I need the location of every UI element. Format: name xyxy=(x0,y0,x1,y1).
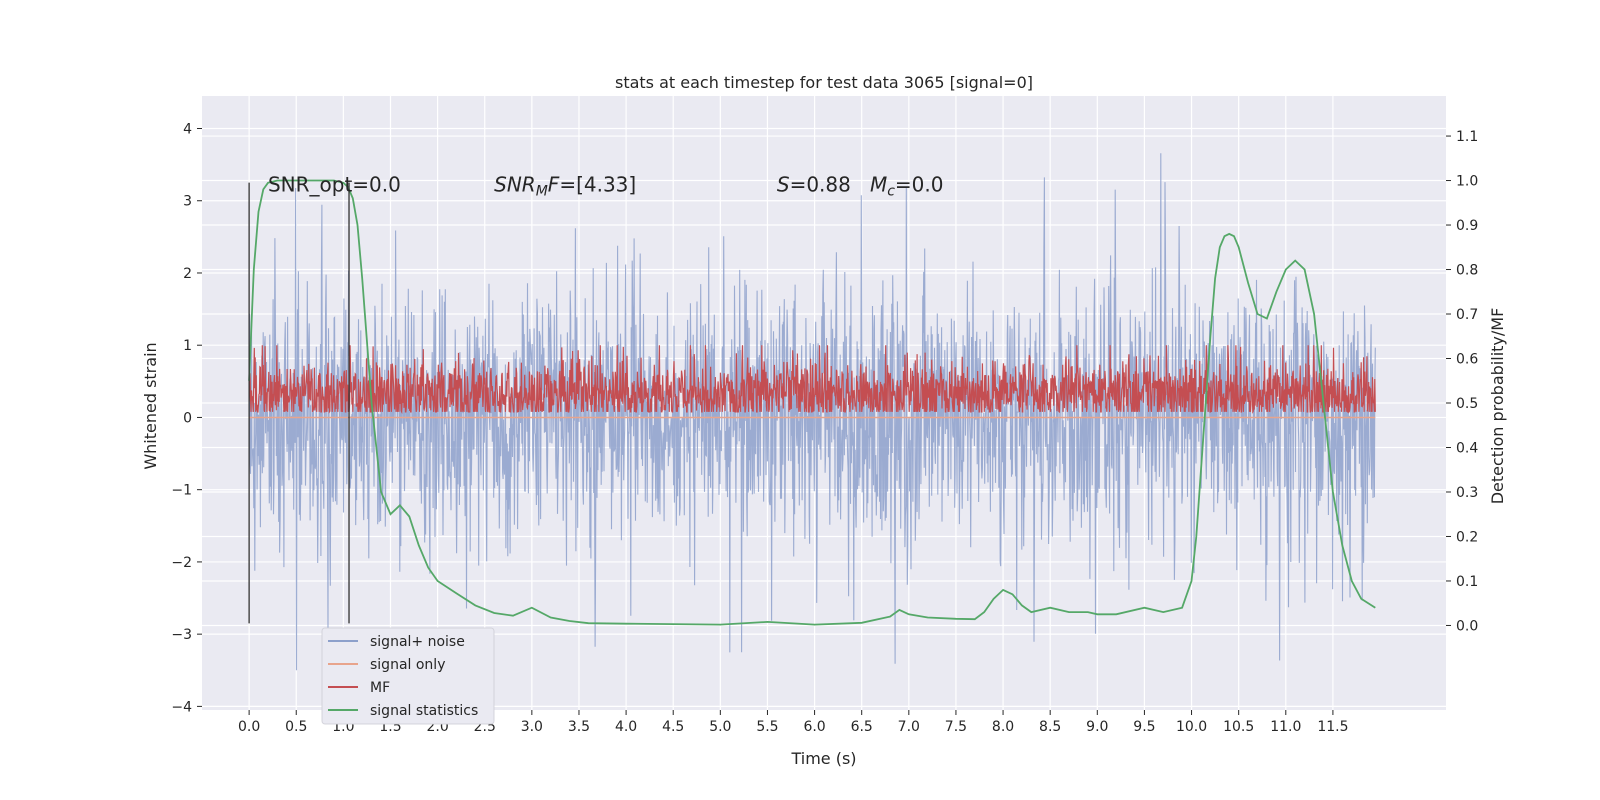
x-tick-label: 0.0 xyxy=(238,719,260,735)
annotation-1: SNRMF=[4.33] xyxy=(494,172,636,199)
y-left-tick-label: −2 xyxy=(171,555,192,571)
x-tick-label: 4.5 xyxy=(662,719,684,735)
plot-series xyxy=(248,153,1376,671)
x-tick-label: 10.5 xyxy=(1223,719,1254,735)
y-right-tick-label: 0.5 xyxy=(1456,396,1478,412)
x-axis: 0.0 0.5 1.0 1.5 2.0 2.5 3.0 3.5 4.0 4.5 5.0 5.5 6.0 6… xyxy=(238,710,1348,735)
y-right-tick-label: 0.8 xyxy=(1456,263,1478,279)
x-tick-label: 0.5 xyxy=(285,719,307,735)
legend-label-signal-noise: signal+ noise xyxy=(370,634,465,650)
x-tick-label: 5.0 xyxy=(709,719,731,735)
x-tick-label: 3.5 xyxy=(568,719,590,735)
y-left-tick-label: 4 xyxy=(183,122,192,138)
x-axis-label: Time (s) xyxy=(790,749,856,768)
y-right-tick-label: 0.7 xyxy=(1456,307,1478,323)
annotation-0: SNR_opt=0.0 xyxy=(268,172,401,196)
y-left-tick-label: −1 xyxy=(171,483,192,499)
x-tick-label: 3.0 xyxy=(521,719,543,735)
y-axis-right-label: Detection probability/MF xyxy=(1488,308,1507,505)
series-signal-statistics xyxy=(248,179,1376,626)
y-axis-left: −4 −3 −2 −1 0 1 2 3 4 xyxy=(171,122,202,715)
legend: signal+ noise signal only MF signal stat… xyxy=(321,627,495,725)
y-axis-left-label: Whitened strain xyxy=(141,342,160,469)
vertical-markers xyxy=(248,182,350,624)
x-tick-label: 7.5 xyxy=(945,719,967,735)
y-left-tick-label: −4 xyxy=(171,699,192,715)
y-right-tick-label: 0.0 xyxy=(1456,618,1478,634)
x-tick-label: 5.5 xyxy=(756,719,778,735)
y-axis-right: 0.0 0.1 0.2 0.3 0.4 0.5 0.6 0.7 0.8 0.9 1.0 1.1 xyxy=(1446,129,1478,634)
y-right-tick-label: 0.4 xyxy=(1456,440,1478,456)
annotations: SNR_opt=0.0 SNRMF=[4.33] S=0.88 Mc=0.0 xyxy=(268,172,944,199)
y-right-tick-label: 0.9 xyxy=(1456,218,1478,234)
x-tick-label: 11.5 xyxy=(1317,719,1348,735)
y-right-tick-label: 0.1 xyxy=(1456,574,1478,590)
chart-title: stats at each timestep for test data 306… xyxy=(615,73,1033,92)
x-tick-label: 7.0 xyxy=(898,719,920,735)
y-left-tick-label: 2 xyxy=(183,266,192,282)
y-right-tick-label: 0.6 xyxy=(1456,352,1478,368)
y-right-tick-label: 1.0 xyxy=(1456,174,1478,190)
y-right-tick-label: 0.3 xyxy=(1456,485,1478,501)
y-right-tick-label: 1.1 xyxy=(1456,129,1478,145)
x-tick-label: 11.0 xyxy=(1270,719,1301,735)
x-tick-label: 6.0 xyxy=(803,719,825,735)
x-tick-label: 10.0 xyxy=(1176,719,1207,735)
series-signal-noise xyxy=(248,153,1376,671)
x-tick-label: 9.0 xyxy=(1086,719,1108,735)
y-left-tick-label: −3 xyxy=(171,627,192,643)
y-right-tick-label: 0.2 xyxy=(1456,529,1478,545)
x-tick-label: 6.5 xyxy=(851,719,873,735)
y-left-tick-label: 1 xyxy=(183,338,192,354)
legend-label-signal-only: signal only xyxy=(370,657,445,673)
legend-label-signal-statistics: signal statistics xyxy=(370,703,478,719)
x-tick-label: 9.5 xyxy=(1133,719,1155,735)
y-left-tick-label: 3 xyxy=(183,194,192,210)
x-tick-label: 8.0 xyxy=(992,719,1014,735)
y-left-tick-label: 0 xyxy=(183,410,192,426)
legend-box xyxy=(321,627,495,725)
annotation-2: S=0.88 Mc=0.0 xyxy=(777,172,944,199)
x-tick-label: 4.0 xyxy=(615,719,637,735)
series-mf xyxy=(248,345,1376,415)
legend-label-mf: MF xyxy=(370,680,390,696)
x-tick-label: 8.5 xyxy=(1039,719,1061,735)
